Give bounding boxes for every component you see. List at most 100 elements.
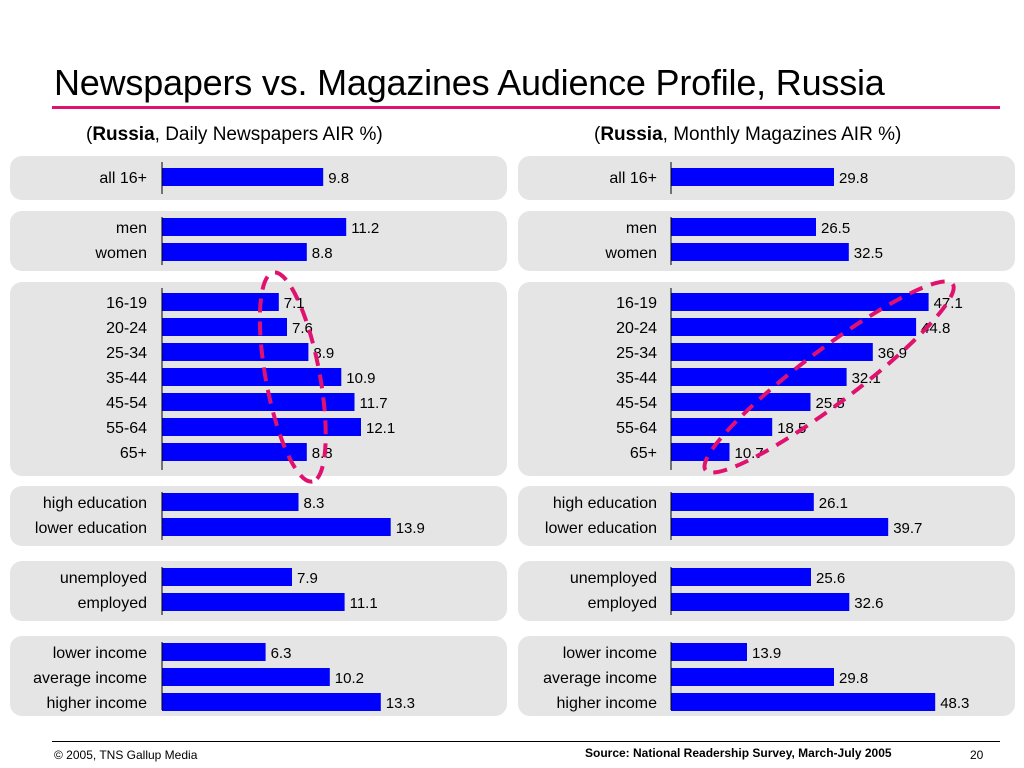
magazines-category-label-45-54: 45-54	[616, 395, 657, 412]
newspapers-bar-55-64	[162, 418, 361, 436]
newspapers-bar-women	[162, 243, 307, 261]
magazines-category-label-16-19: 16-19	[616, 295, 657, 312]
left-chart-subtitle: (Russia, Daily Newspapers AIR %)	[86, 124, 383, 146]
newspapers-category-label-16-19: 16-19	[106, 295, 147, 312]
magazines-bar-45-54	[671, 393, 811, 411]
source-note: Source: National Readership Survey, Marc…	[585, 746, 892, 760]
newspapers-bar-65	[162, 443, 307, 461]
magazines-category-label-55-64: 55-64	[616, 420, 657, 437]
newspapers-value-label-high-education: 8.3	[304, 495, 325, 512]
newspapers-bar-men	[162, 218, 347, 236]
copyright-text: © 2005, TNS Gallup Media	[54, 748, 198, 762]
magazines-bar-men	[671, 218, 816, 236]
newspapers-value-label-45-54: 11.7	[360, 395, 388, 412]
magazines-bar-women	[671, 243, 849, 261]
newspapers-category-label-men: men	[116, 220, 147, 237]
newspapers-value-label-higher-income: 13.3	[386, 695, 415, 712]
magazines-value-label-all-16: 29.8	[839, 170, 868, 187]
magazines-bar-lower-education	[671, 518, 889, 536]
newspapers-value-label-lower-income: 6.3	[271, 645, 292, 662]
newspapers-category-label-all-16: all 16+	[99, 170, 147, 187]
newspapers-category-label-35-44: 35-44	[106, 370, 147, 387]
magazines-group-panel-2	[518, 211, 1015, 271]
newspapers-category-label-women: women	[94, 245, 147, 262]
title-underline	[52, 106, 1000, 109]
magazines-category-label-employed: employed	[588, 595, 657, 612]
newspapers-bar-35-44	[162, 368, 342, 386]
magazines-category-label-men: men	[626, 220, 657, 237]
magazines-value-label-lower-education: 39.7	[893, 520, 922, 537]
magazines-bar-chart: all 16+ 29.8 men 26.5 women 32.5 16-19 47.1 20-2…	[518, 156, 1015, 716]
magazines-category-label-average-income: average income	[543, 670, 657, 687]
newspapers-bar-20-24	[162, 318, 287, 336]
magazines-value-label-unemployed: 25.6	[816, 570, 845, 587]
magazines-bar-16-19	[671, 293, 929, 311]
magazines-category-label-65: 65+	[630, 445, 657, 462]
magazines-category-label-high-education: high education	[553, 495, 657, 512]
magazines-group-panel-4	[518, 486, 1015, 546]
newspapers-group-panel-5	[10, 561, 507, 621]
newspapers-category-label-25-34: 25-34	[106, 345, 147, 362]
newspapers-value-label-all-16: 9.8	[328, 170, 349, 187]
magazines-category-label-women: women	[604, 245, 657, 262]
newspapers-category-label-55-64: 55-64	[106, 420, 147, 437]
magazines-bar-high-education	[671, 493, 814, 511]
newspapers-bar-16-19	[162, 293, 279, 311]
newspapers-value-label-employed: 11.1	[350, 595, 378, 612]
magazines-value-label-lower-income: 13.9	[752, 645, 781, 662]
newspapers-value-label-55-64: 12.1	[366, 420, 395, 437]
newspapers-bar-high-education	[162, 493, 299, 511]
magazines-category-label-all-16: all 16+	[609, 170, 657, 187]
magazines-category-label-35-44: 35-44	[616, 370, 657, 387]
newspapers-value-label-20-24: 7.6	[292, 320, 313, 337]
magazines-bar-all-16	[671, 168, 834, 186]
newspapers-value-label-women: 8.8	[312, 245, 333, 262]
magazines-bar-65	[671, 443, 730, 461]
newspapers-value-label-25-34: 8.9	[313, 345, 334, 362]
magazines-value-label-high-education: 26.1	[819, 495, 848, 512]
newspapers-category-label-unemployed: unemployed	[60, 570, 147, 587]
page-number: 20	[970, 748, 984, 762]
magazines-bar-25-34	[671, 343, 873, 361]
magazines-bar-unemployed	[671, 568, 811, 586]
magazines-category-label-unemployed: unemployed	[570, 570, 657, 587]
magazines-value-label-employed: 32.6	[854, 595, 883, 612]
newspapers-bar-unemployed	[162, 568, 292, 586]
magazines-bar-55-64	[671, 418, 773, 436]
magazines-category-label-20-24: 20-24	[616, 320, 657, 337]
magazines-group-panel-5	[518, 561, 1015, 621]
magazines-bar-employed	[671, 593, 850, 611]
magazines-age-highlight-ellipse	[702, 279, 956, 475]
right-subtitle-country: Russia	[600, 124, 663, 145]
left-subtitle-rest: , Daily Newspapers AIR %)	[154, 124, 383, 145]
magazines-value-label-65: 10.7	[735, 445, 764, 462]
newspapers-bar-25-34	[162, 343, 309, 361]
right-chart-subtitle: (Russia, Monthly Magazines AIR %)	[594, 124, 901, 146]
newspapers-category-label-lower-income: lower income	[53, 645, 147, 662]
newspapers-bar-higher-income	[162, 693, 381, 711]
newspapers-group-panel-2	[10, 211, 507, 271]
magazines-bar-average-income	[671, 668, 834, 686]
magazines-bar-higher-income	[671, 693, 936, 711]
newspapers-bar-all-16	[162, 168, 324, 186]
newspapers-bar-lower-income	[162, 643, 266, 661]
newspapers-category-label-employed: employed	[78, 595, 147, 612]
newspapers-value-label-65: 8.8	[312, 445, 333, 462]
magazines-category-label-25-34: 25-34	[616, 345, 657, 362]
magazines-value-label-average-income: 29.8	[839, 670, 868, 687]
newspapers-category-label-20-24: 20-24	[106, 320, 147, 337]
newspapers-value-label-lower-education: 13.9	[396, 520, 425, 537]
left-subtitle-country: Russia	[92, 124, 155, 145]
right-subtitle-rest: , Monthly Magazines AIR %)	[662, 124, 902, 145]
newspapers-category-label-45-54: 45-54	[106, 395, 147, 412]
footer-divider	[52, 741, 1000, 742]
newspapers-bar-employed	[162, 593, 345, 611]
magazines-bar-35-44	[671, 368, 847, 386]
newspapers-category-label-high-education: high education	[43, 495, 147, 512]
newspapers-category-label-average-income: average income	[33, 670, 147, 687]
magazines-bar-20-24	[671, 318, 917, 336]
newspapers-value-label-men: 11.2	[351, 220, 379, 237]
newspapers-value-label-average-income: 10.2	[335, 670, 364, 687]
